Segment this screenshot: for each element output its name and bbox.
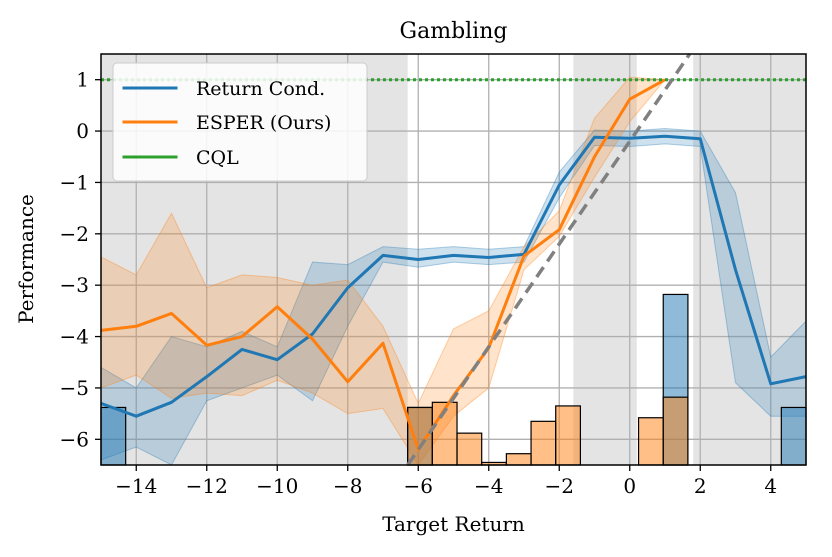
y-tick-label-5: −4 xyxy=(60,325,89,349)
y-tick-label-7: −6 xyxy=(60,427,89,451)
reference-line xyxy=(406,53,692,466)
histogram-bar-1-7 xyxy=(637,417,664,466)
x-tick-label-1: −12 xyxy=(186,474,228,498)
x-axis: −14 −12 −10 −8 −6 −4 −2 0 2 4 xyxy=(115,465,777,498)
series-line-0 xyxy=(100,134,807,418)
legend-box xyxy=(112,62,368,182)
x-tick-label-3: −8 xyxy=(333,474,362,498)
legend-label-return-cond: Return Cond. xyxy=(196,78,325,100)
x-tick-label-0: −14 xyxy=(115,474,157,498)
shaded-region-2 xyxy=(693,54,806,465)
y-tick-label-1: 0 xyxy=(76,119,89,143)
legend: Return Cond. ESPER (Ours) CQL xyxy=(112,62,368,182)
series-line-1 xyxy=(100,78,666,452)
y-tick-label-4: −3 xyxy=(60,273,89,297)
histogram-bar-1-6 xyxy=(555,405,581,466)
series-lines xyxy=(100,78,807,452)
histogram-bar-1-8 xyxy=(662,396,689,466)
reference-line-dashed xyxy=(406,53,692,466)
chart-title: Gambling xyxy=(400,19,508,44)
y-axis: 1 0 −1 −2 −3 −4 −5 −6 xyxy=(60,68,101,451)
histogram-bar-0-3 xyxy=(780,406,807,466)
x-axis-label: Target Return xyxy=(382,512,525,536)
histogram-bar-1-5 xyxy=(530,420,557,466)
x-tick-label-4: −6 xyxy=(404,474,433,498)
y-tick-label-3: −2 xyxy=(60,222,89,246)
x-tick-label-8: 2 xyxy=(694,474,707,498)
y-tick-label-0: 1 xyxy=(76,68,89,92)
y-tick-label-6: −5 xyxy=(60,376,89,400)
plot-frame xyxy=(100,53,807,466)
x-tick-label-9: 4 xyxy=(764,474,777,498)
legend-label-esper: ESPER (Ours) xyxy=(196,112,331,134)
x-tick-label-6: −2 xyxy=(545,474,574,498)
band-1 xyxy=(100,76,667,466)
histogram-bar-0-0 xyxy=(100,406,127,466)
legend-label-cql: CQL xyxy=(196,147,239,169)
x-tick-label-7: 0 xyxy=(623,474,636,498)
shaded-region-1 xyxy=(573,54,637,465)
y-tick-label-2: −1 xyxy=(60,170,89,194)
histogram-bar-1-4 xyxy=(505,453,532,466)
x-tick-label-2: −10 xyxy=(256,474,298,498)
x-tick-label-5: −4 xyxy=(474,474,503,498)
y-axis-label: Performance xyxy=(14,194,38,324)
histogram-bar-1-2 xyxy=(456,432,483,466)
